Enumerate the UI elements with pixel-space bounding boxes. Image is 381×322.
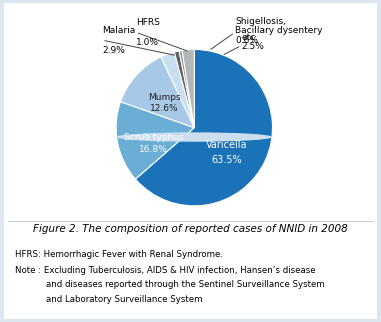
Wedge shape	[174, 51, 194, 128]
Text: Bacillary dysentery: Bacillary dysentery	[235, 26, 322, 35]
Text: Note : Excluding Tuberculosis, AIDS & HIV infection, Hansen’s disease: Note : Excluding Tuberculosis, AIDS & HI…	[15, 266, 316, 275]
Text: 63.5%: 63.5%	[212, 156, 242, 166]
Text: and diseases reported through the Sentinel Surveillance System: and diseases reported through the Sentin…	[46, 280, 325, 289]
Text: 0.6%: 0.6%	[235, 36, 258, 45]
Text: 1.0%: 1.0%	[136, 38, 158, 47]
Text: 16.8%: 16.8%	[139, 145, 168, 154]
Text: Shigellosis,: Shigellosis,	[235, 17, 286, 26]
Text: etc.: etc.	[241, 33, 258, 42]
Wedge shape	[182, 50, 194, 128]
Text: 2.9%: 2.9%	[102, 45, 125, 54]
Text: and Laboratory Surveillance System: and Laboratory Surveillance System	[46, 295, 202, 304]
Wedge shape	[135, 50, 272, 206]
Ellipse shape	[116, 132, 272, 142]
Wedge shape	[116, 102, 194, 179]
Text: HFRS: HFRS	[136, 18, 160, 27]
Text: Malaria: Malaria	[102, 25, 135, 34]
Wedge shape	[120, 57, 194, 128]
Text: Mumps: Mumps	[148, 93, 181, 102]
Polygon shape	[116, 132, 272, 147]
Text: 12.6%: 12.6%	[150, 104, 179, 113]
Text: HFRS: Hemorrhagic Fever with Renal Syndrome.: HFRS: Hemorrhagic Fever with Renal Syndr…	[15, 250, 223, 259]
Text: Scrub typhus: Scrub typhus	[124, 133, 184, 142]
Text: Varicella: Varicella	[207, 140, 248, 150]
Text: 2.5%: 2.5%	[241, 42, 264, 51]
Text: Figure 2. The composition of reported cases of NNID in 2008: Figure 2. The composition of reported ca…	[33, 224, 348, 234]
Wedge shape	[161, 52, 194, 128]
Wedge shape	[179, 51, 194, 128]
